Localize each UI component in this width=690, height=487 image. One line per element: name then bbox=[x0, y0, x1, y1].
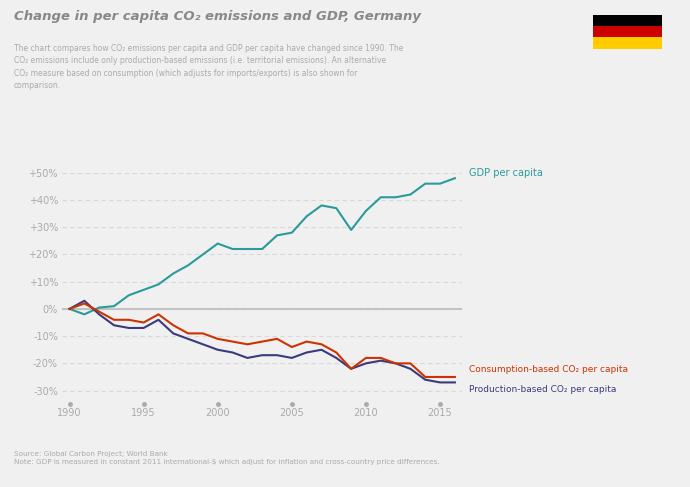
Bar bbox=[593, 37, 662, 49]
Text: GDP per capita: GDP per capita bbox=[469, 169, 543, 178]
Text: Source: Global Carbon Project; World Bank
Note: GDP is measured in constant 2011: Source: Global Carbon Project; World Ban… bbox=[14, 451, 440, 465]
Bar bbox=[593, 15, 662, 26]
Text: Change in per capita CO₂ emissions and GDP, Germany: Change in per capita CO₂ emissions and G… bbox=[14, 10, 421, 23]
Text: The chart compares how CO₂ emissions per capita and GDP per capita have changed : The chart compares how CO₂ emissions per… bbox=[14, 44, 403, 90]
Bar bbox=[593, 26, 662, 37]
Text: Consumption-based CO₂ per capita: Consumption-based CO₂ per capita bbox=[469, 365, 628, 374]
Text: Production-based CO₂ per capita: Production-based CO₂ per capita bbox=[469, 385, 617, 394]
